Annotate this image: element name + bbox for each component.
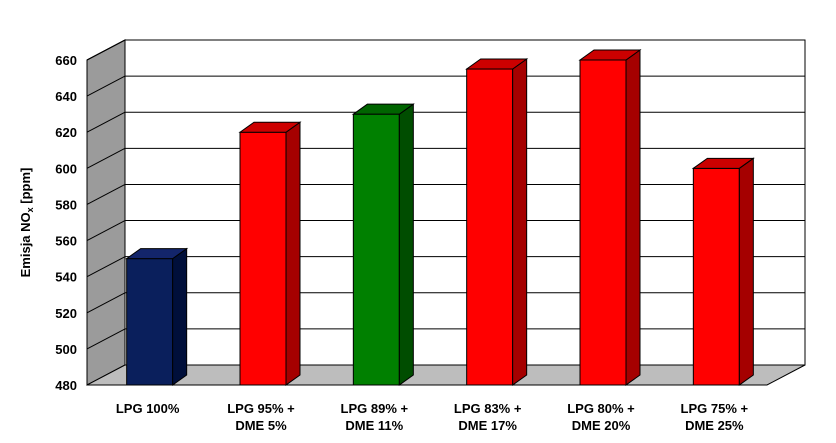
bar-top <box>578 49 642 61</box>
side-wall <box>86 39 126 386</box>
bar-side <box>398 103 414 386</box>
bar-top <box>351 103 415 115</box>
y-tick-label: 600 <box>55 161 77 176</box>
x-tick-label: DME 20% <box>572 418 631 433</box>
bar <box>126 258 174 386</box>
bar-side <box>285 121 301 386</box>
y-tick-label: 520 <box>55 306 77 321</box>
bar <box>466 68 514 386</box>
y-tick-label: 640 <box>55 89 77 104</box>
x-tick-label: DME 25% <box>685 418 744 433</box>
back-wall <box>124 39 806 366</box>
y-tick-label: 560 <box>55 234 77 249</box>
bar-side <box>512 58 528 386</box>
bar-top <box>465 58 529 70</box>
x-tick-label: LPG 75% + <box>681 401 749 416</box>
y-tick-label: 620 <box>55 125 77 140</box>
gridline-side <box>86 220 126 241</box>
gridline-side <box>86 292 126 314</box>
gridline-side <box>86 256 126 278</box>
x-tick-label: LPG 80% + <box>567 401 635 416</box>
bar <box>692 167 740 386</box>
x-tick-label: DME 11% <box>345 418 403 433</box>
gridline-side <box>86 111 126 133</box>
gridline-side <box>86 39 126 61</box>
y-tick-label: 500 <box>55 342 77 357</box>
y-tick-label: 540 <box>55 270 77 285</box>
gridline-side <box>86 328 126 350</box>
x-tick-label: LPG 95% + <box>227 401 295 416</box>
x-tick-label: LPG 100% <box>116 401 180 416</box>
gridline-side <box>86 75 126 97</box>
bar-side <box>172 247 188 386</box>
x-tick-label: DME 17% <box>458 418 517 433</box>
bar-side <box>625 49 641 386</box>
bar-top <box>691 157 755 169</box>
y-tick-label: 660 <box>55 53 77 68</box>
x-tick-label: LPG 89% + <box>341 401 409 416</box>
bar-top <box>238 121 302 133</box>
bar <box>579 59 627 386</box>
y-tick-label: 580 <box>55 197 77 212</box>
x-tick-label: LPG 83% + <box>454 401 522 416</box>
gridline-side <box>86 147 126 169</box>
y-axis-label: Emisja NOx [ppm] <box>18 168 35 278</box>
y-tick-label: 480 <box>55 378 77 393</box>
bar <box>352 113 400 386</box>
x-tick-label: DME 5% <box>235 418 287 433</box>
gridline-side <box>86 184 126 205</box>
bar <box>239 131 287 386</box>
bar-top <box>125 248 189 260</box>
bar-side <box>738 157 754 386</box>
